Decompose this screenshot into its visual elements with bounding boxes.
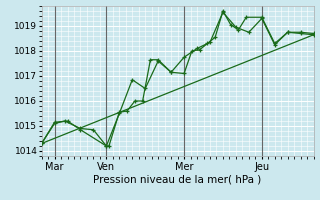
X-axis label: Pression niveau de la mer( hPa ): Pression niveau de la mer( hPa ) [93, 174, 262, 184]
